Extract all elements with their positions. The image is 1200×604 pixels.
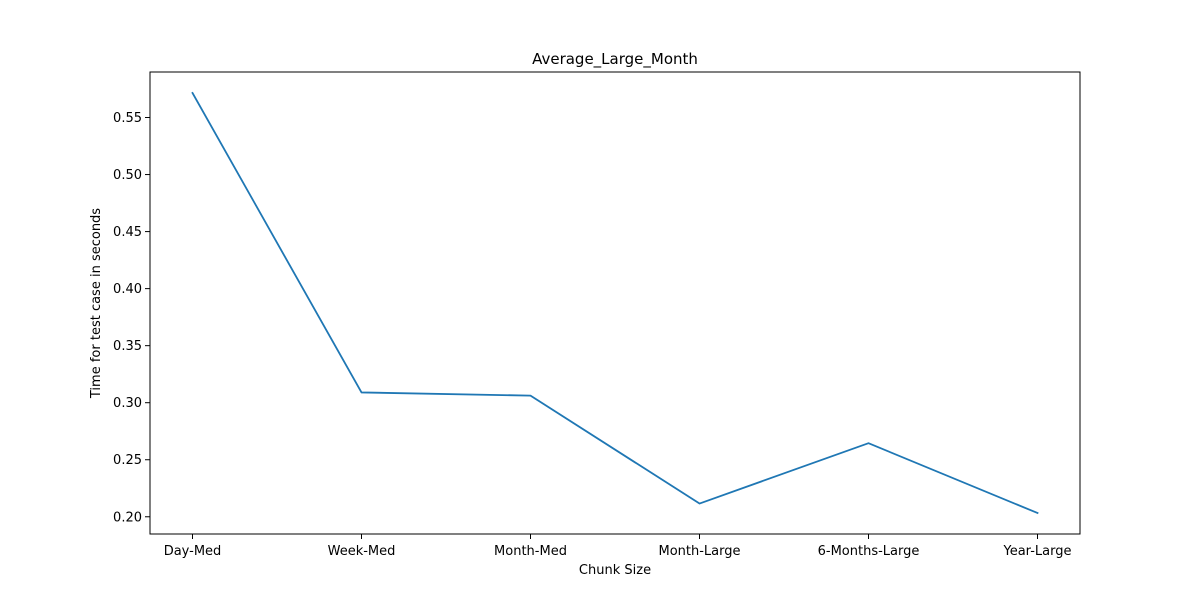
y-tick-label: 0.25 [113,453,142,468]
y-axis: 0.20 0.25 0.30 0.35 0.40 0.45 0.50 0.55 [113,111,150,525]
y-axis-label: Time for test case in seconds [89,208,104,399]
x-tick-label: 6-Months-Large [818,544,920,559]
y-tick-label: 0.35 [113,339,142,354]
y-tick-label: 0.20 [113,510,142,525]
x-axis-label: Chunk Size [579,563,651,578]
series-layer [191,91,1039,515]
x-tick-label: Month-Med [494,544,567,559]
y-tick-label: 0.40 [113,282,142,297]
series-line [191,91,1039,515]
chart-title: Average_Large_Month [532,50,698,69]
x-tick-label: Week-Med [328,544,396,559]
plot-frame [149,71,1081,535]
x-tick-label: Year-Large [1003,544,1072,559]
y-tick-label: 0.45 [113,225,142,240]
x-axis: Day-Med Week-Med Month-Med Month-Large 6-Mon… [164,534,1072,559]
x-tick-label: Day-Med [164,544,222,559]
y-tick-label: 0.50 [113,168,142,183]
x-tick-label: Month-Large [658,544,740,559]
y-tick-label: 0.55 [113,111,142,126]
y-tick-label: 0.30 [113,396,142,411]
